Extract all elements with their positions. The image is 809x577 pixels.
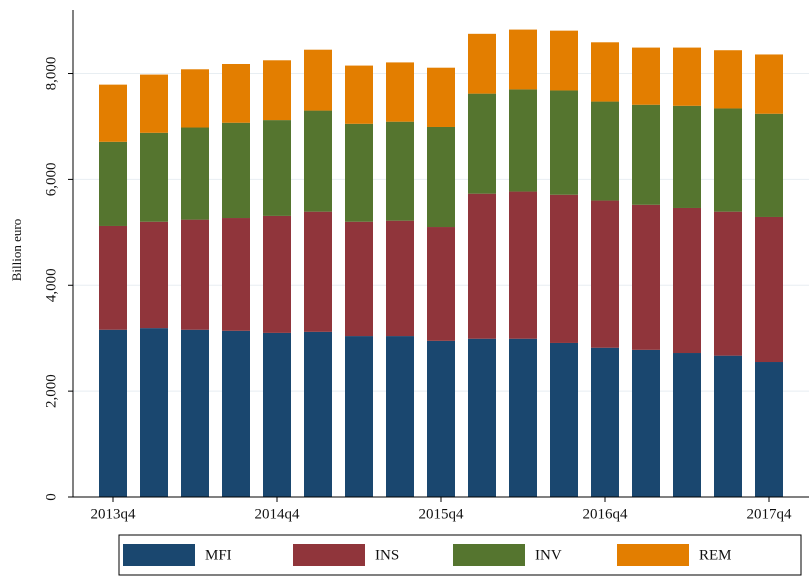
- bar-segment: [181, 127, 209, 220]
- x-tick-label: 2016q4: [583, 506, 629, 522]
- bar-segment: [181, 219, 209, 330]
- bar-segment: [140, 74, 168, 133]
- y-tick-label: 6,000: [43, 163, 59, 197]
- bar-segment: [673, 105, 701, 208]
- bar-segment: [755, 54, 783, 114]
- bar-segment: [632, 47, 660, 105]
- bar-segment: [99, 225, 127, 330]
- y-tick-label: 0: [43, 493, 59, 501]
- bar-segment: [386, 220, 414, 337]
- x-tick-label: 2014q4: [255, 506, 301, 522]
- bar-segment: [386, 62, 414, 122]
- bar-segment: [714, 108, 742, 212]
- legend-swatch: [123, 544, 195, 566]
- bar-segment: [591, 42, 619, 102]
- bar-segment: [222, 63, 250, 123]
- bar-segment: [140, 328, 168, 497]
- bar-segment: [714, 50, 742, 109]
- bar-segment: [263, 215, 291, 333]
- bar-segment: [632, 204, 660, 350]
- bar-segment: [714, 211, 742, 356]
- bar-segment: [427, 67, 455, 127]
- x-tick-label: 2015q4: [419, 506, 465, 522]
- legend-label: MFI: [205, 547, 232, 563]
- bar-segment: [99, 141, 127, 226]
- bar-segment: [509, 338, 537, 497]
- bar-segment: [550, 90, 578, 195]
- bar-segment: [222, 330, 250, 497]
- legend-swatch: [617, 544, 689, 566]
- legend-label: INS: [375, 547, 399, 563]
- legend-label: REM: [699, 547, 732, 563]
- bar-segment: [427, 126, 455, 228]
- bar-segment: [468, 193, 496, 339]
- bar-segment: [222, 122, 250, 219]
- x-tick-label: 2013q4: [91, 506, 137, 522]
- bar-segment: [263, 60, 291, 121]
- bar-segment: [304, 110, 332, 212]
- bar-segment: [263, 332, 291, 497]
- bar-segment: [673, 207, 701, 354]
- bar-segment: [345, 336, 373, 497]
- bar-segment: [673, 353, 701, 497]
- bar-segment: [345, 123, 373, 222]
- bar-segment: [222, 218, 250, 331]
- bar-segment: [304, 49, 332, 111]
- bar-segment: [632, 349, 660, 497]
- bar-segment: [304, 211, 332, 332]
- y-tick-label: 8,000: [43, 57, 59, 91]
- bar-segment: [99, 329, 127, 497]
- bar-segment: [345, 65, 373, 124]
- bar-segment: [304, 331, 332, 497]
- bar-segment: [468, 93, 496, 194]
- bar-segment: [263, 120, 291, 216]
- bar-segment: [468, 338, 496, 497]
- bar-segment: [99, 84, 127, 142]
- y-axis-label: Billion euro: [9, 219, 24, 281]
- bar-segment: [140, 221, 168, 329]
- bar-segment: [591, 347, 619, 497]
- bar-segment: [714, 355, 742, 497]
- bar-segment: [140, 132, 168, 222]
- bar-segment: [550, 342, 578, 497]
- bar-segment: [345, 221, 373, 337]
- bar-segment: [386, 336, 414, 497]
- legend-box: [118, 534, 802, 576]
- bar-segment: [591, 101, 619, 201]
- bar-segment: [181, 329, 209, 497]
- bar-segment: [509, 89, 537, 192]
- bar-segment: [386, 121, 414, 221]
- bar-segment: [550, 30, 578, 91]
- bar-segment: [468, 33, 496, 94]
- y-tick-label: 4,000: [43, 268, 59, 302]
- legend-swatch: [293, 544, 365, 566]
- bar-segment: [509, 191, 537, 339]
- bar-segment: [632, 104, 660, 205]
- legend-swatch: [453, 544, 525, 566]
- bar-segment: [591, 200, 619, 348]
- bar-segment: [181, 69, 209, 128]
- bar-segment: [673, 47, 701, 106]
- bar-segment: [755, 362, 783, 497]
- bar-segment: [509, 29, 537, 90]
- bar-segment: [427, 340, 455, 497]
- y-tick-label: 2,000: [43, 374, 59, 408]
- bar-segment: [427, 227, 455, 341]
- bar-segment: [755, 216, 783, 363]
- bar-segment: [550, 194, 578, 343]
- bar-segment: [755, 113, 783, 217]
- x-tick-label: 2017q4: [747, 506, 793, 522]
- legend-label: INV: [535, 547, 562, 563]
